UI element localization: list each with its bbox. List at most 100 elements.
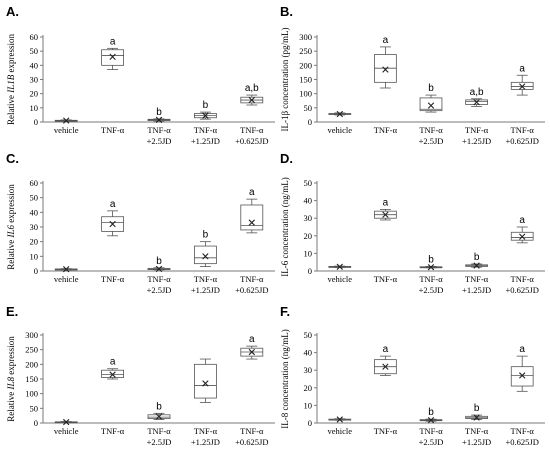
x-category-label: TNF-α +1.25JD [191, 426, 220, 447]
x-category-label-line: TNF-α [194, 426, 218, 436]
y-axis-label-part: Relative [6, 390, 16, 422]
x-category-label: TNF-α +1.25JD [462, 274, 491, 295]
significance-label: b [428, 254, 434, 265]
x-category-label-line: +2.5JD [147, 136, 172, 146]
significance-label: b [474, 403, 480, 414]
x-category-label-line: TNF-α [194, 274, 218, 284]
box-2: b [147, 256, 171, 273]
x-category-label: TNF-α +2.5JD [419, 125, 444, 146]
box-2: b [419, 83, 443, 113]
mean-marker [519, 233, 526, 240]
panel-b: B. 0 50 100 150 200 250 300 IL-1β concentration … [280, 4, 545, 146]
mean-marker [63, 117, 70, 124]
significance-label: a,b [470, 87, 484, 98]
significance-label: b [156, 107, 162, 118]
box-iqr [193, 245, 217, 265]
mean-marker [109, 220, 116, 228]
y-tick-label: 150 [299, 75, 312, 85]
mean-marker [109, 371, 116, 378]
x-category-label-line: TNF-α [240, 426, 264, 436]
box-0 [328, 263, 352, 270]
mean-marker [248, 96, 255, 104]
panel-f: F. 0 10 20 30 40 50 IL-8 concentration (ng/mL) v… [280, 304, 545, 447]
mean-marker [519, 372, 526, 379]
box-3: a,b [465, 87, 488, 107]
y-axis-label-part: IL-6 concentration (ng/mL) [280, 177, 290, 276]
y-axis-label-part: IL-8 concentration (ng/mL) [280, 329, 290, 428]
box-1: a [374, 197, 397, 221]
significance-label: b [474, 252, 480, 263]
mean-marker [382, 211, 389, 218]
box-0 [54, 266, 78, 273]
y-tick-label: 10 [30, 103, 39, 113]
mean-marker [473, 414, 480, 421]
x-category-label-line: +1.25JD [191, 285, 220, 295]
x-category-label-line: +1.25JD [462, 285, 491, 295]
y-tick-label: 0 [34, 266, 38, 276]
significance-label: b [156, 401, 162, 412]
x-category-label: vehicle [328, 274, 353, 284]
box-0 [54, 418, 78, 426]
mean-marker [202, 380, 209, 387]
x-category-label-line: +1.25JD [191, 437, 220, 447]
box-4: a [510, 63, 534, 96]
y-axis-label-part: Relative [6, 238, 16, 270]
box-1: a [101, 357, 124, 380]
x-category-label-line: vehicle [328, 426, 353, 436]
box-1: a [101, 36, 124, 70]
y-tick-label: 40 [304, 348, 313, 358]
x-category-label: TNF-α +1.25JD [191, 125, 220, 146]
box-1: a [374, 35, 397, 89]
significance-label: b [203, 230, 209, 241]
x-category-label-line: vehicle [328, 274, 353, 284]
y-axis-label: IL-6 concentration (ng/mL) [280, 177, 290, 276]
mean-marker [202, 253, 209, 260]
x-category-label-line: +2.5JD [147, 285, 172, 295]
significance-label: a [519, 63, 525, 74]
x-category-label-line: +0.625JD [235, 285, 268, 295]
y-tick-label: 30 [30, 75, 39, 85]
panel-label: A. [6, 4, 19, 19]
significance-label: a [110, 199, 116, 210]
x-category-label: TNF-α [101, 125, 125, 135]
x-category-label-line: +1.25JD [462, 437, 491, 447]
mean-marker [427, 102, 435, 109]
mean-marker [427, 263, 435, 271]
box-3 [193, 358, 217, 403]
mean-marker [336, 110, 343, 118]
box-3: b [193, 100, 217, 120]
mean-marker [155, 265, 163, 273]
x-category-label-line: +0.625JD [235, 136, 268, 146]
y-tick-label: 100 [299, 89, 312, 99]
y-tick-label: 20 [304, 383, 313, 393]
y-tick-label: 300 [299, 32, 312, 42]
y-tick-label: 40 [304, 196, 313, 206]
y-axis-label-part: IL6 [6, 225, 16, 239]
y-tick-label: 50 [304, 178, 313, 188]
x-category-label: TNF-α +0.625JD [506, 274, 539, 295]
y-tick-label: 30 [30, 222, 39, 232]
significance-label: a [249, 334, 255, 345]
box-2: b [147, 107, 171, 124]
y-tick-label: 50 [30, 46, 39, 56]
x-category-label-line: TNF-α [147, 274, 171, 284]
mean-marker [336, 416, 343, 423]
y-tick-label: 300 [25, 330, 38, 340]
x-category-label: vehicle [54, 125, 79, 135]
x-category-label-line: TNF-α [374, 125, 398, 135]
y-axis-label-part: Relative [6, 93, 16, 125]
x-category-label-line: +2.5JD [419, 136, 444, 146]
panel-d: D. 0 10 20 30 40 50 IL-6 concentration (ng/mL) v… [280, 151, 545, 295]
x-category-label-line: +0.625JD [506, 285, 539, 295]
box-3: b [193, 230, 217, 268]
y-axis-label-part: IL1B [6, 74, 16, 94]
y-axis-label-part: expression [6, 336, 16, 377]
x-category-label-line: TNF-α [374, 274, 398, 284]
panel-label: E. [6, 304, 18, 319]
y-tick-label: 50 [30, 193, 39, 203]
y-tick-label: 10 [304, 400, 313, 410]
significance-label: a [383, 344, 389, 355]
x-category-label-line: TNF-α [511, 274, 535, 284]
y-tick-label: 0 [308, 418, 312, 428]
box-4: a [510, 344, 534, 392]
